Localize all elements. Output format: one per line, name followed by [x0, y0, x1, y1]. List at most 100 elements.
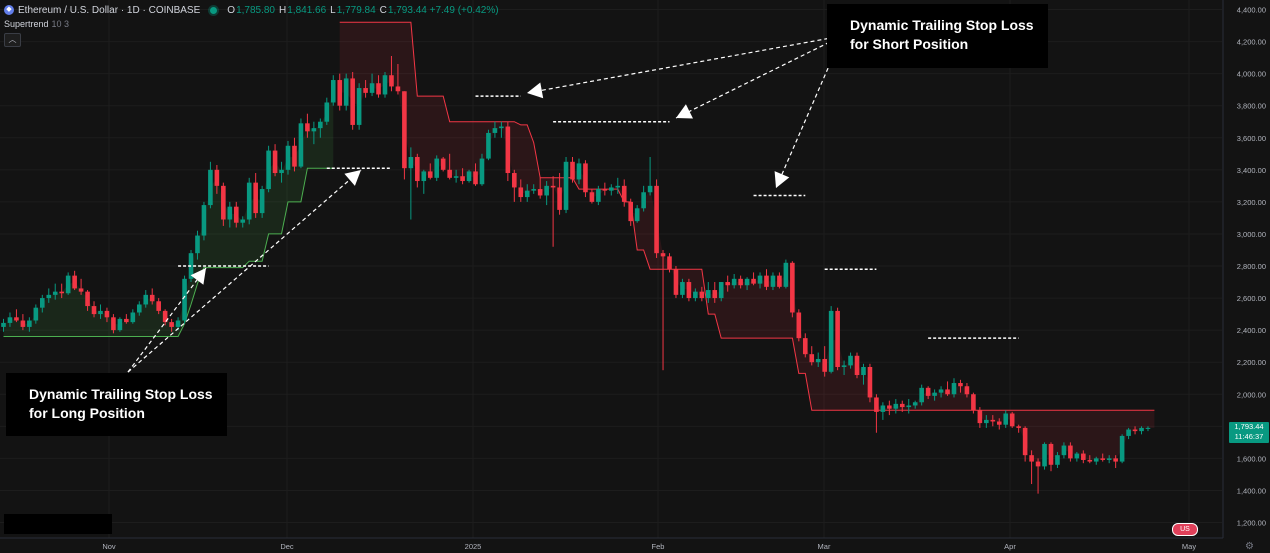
candle-body — [673, 269, 679, 295]
candle-body — [292, 145, 297, 167]
candle-body — [7, 317, 13, 323]
candle-body — [919, 387, 924, 403]
candle-body — [246, 182, 252, 220]
candle-body — [1003, 413, 1009, 425]
candle-body — [453, 176, 459, 178]
candle-body — [162, 310, 168, 323]
candle-body — [298, 123, 304, 167]
short-arrow-2 — [675, 35, 843, 119]
candle-body — [1145, 427, 1151, 429]
candle-body — [505, 126, 511, 174]
candle-body — [777, 275, 782, 287]
supertrend-bands — [3, 21, 1155, 465]
candle-body — [537, 189, 543, 196]
us-flag-icon[interactable]: US — [1172, 523, 1198, 536]
time-tick-label: 2025 — [465, 542, 482, 551]
price-tick-label: 4,000.00 — [1237, 70, 1266, 79]
supertrend-long-line — [3, 167, 334, 337]
candle-body — [253, 182, 258, 214]
price-tick-label: 3,000.00 — [1237, 230, 1266, 239]
candle-body — [1106, 458, 1112, 460]
candle-body — [272, 150, 278, 174]
market-status-icon — [210, 6, 218, 14]
price-tick-label: 2,400.00 — [1237, 326, 1266, 335]
candle-body — [479, 158, 485, 185]
candle-body — [1016, 426, 1021, 428]
candle-body — [233, 206, 239, 223]
candle-body — [861, 366, 866, 376]
candlestick-series — [1, 55, 1151, 494]
gear-icon[interactable]: ⚙ — [1245, 541, 1254, 552]
candle-body — [660, 253, 666, 257]
candle-body — [977, 410, 983, 424]
candle-body — [214, 169, 220, 186]
low-value: 1,779.84 — [336, 4, 376, 16]
candle-body — [460, 176, 465, 182]
short-arrow-1 — [526, 35, 843, 94]
candle-body — [958, 383, 963, 387]
candle-body — [744, 278, 750, 286]
time-tick-label: May — [1182, 542, 1196, 551]
candle-body — [227, 206, 233, 220]
candle-body — [557, 187, 562, 210]
candle-body — [1093, 458, 1099, 462]
candle-body — [783, 262, 789, 287]
candle-body — [98, 310, 103, 315]
candle-body — [46, 294, 52, 299]
candle-body — [318, 121, 323, 129]
candle-body — [473, 171, 478, 185]
short-arrow-1-head — [527, 82, 544, 99]
indicator-params: 10 3 — [51, 19, 70, 29]
time-tick-label: Mar — [818, 542, 831, 551]
candle-body — [790, 262, 795, 313]
short-arrow-2-head — [676, 104, 693, 119]
candle-body — [33, 307, 39, 321]
price-tick-label: 3,400.00 — [1237, 166, 1266, 175]
candle-body — [725, 282, 730, 286]
open-label: O — [227, 4, 236, 16]
callout-short-position: Dynamic Trailing Stop Loss for Short Pos… — [827, 4, 1048, 68]
candle-body — [330, 80, 336, 103]
candle-body — [415, 156, 420, 182]
candle-body — [59, 291, 64, 294]
candle-body — [324, 102, 330, 122]
candle-body — [434, 158, 440, 178]
candle-body — [1087, 459, 1093, 462]
candle-body — [887, 405, 892, 409]
candle-body — [893, 403, 899, 409]
candle-body — [731, 278, 737, 286]
callout-long-position: Dynamic Trailing Stop Loss for Long Posi… — [6, 373, 227, 436]
candle-body — [854, 355, 860, 376]
candle-body — [848, 355, 853, 366]
candle-body — [518, 187, 524, 198]
candle-body — [802, 338, 808, 355]
candle-body — [641, 192, 646, 209]
candle-body — [925, 387, 931, 396]
price-axis[interactable]: 1,200.001,400.001,600.001,800.002,000.00… — [1237, 6, 1266, 528]
candle-body — [356, 88, 362, 125]
indicator-legend[interactable]: Supertrend 10 3 — [4, 19, 69, 29]
candle-body — [91, 306, 97, 315]
candle-body — [408, 156, 414, 169]
time-axis[interactable]: Nov Dec 2025 Feb Mar Apr May — [102, 542, 1196, 551]
candle-body — [486, 132, 491, 159]
candle-body — [796, 312, 802, 339]
candle-body — [1119, 435, 1125, 462]
candle-body — [822, 358, 827, 372]
candle-body — [647, 185, 653, 193]
candle-body — [1048, 443, 1054, 465]
last-price-value: 1,793.44 — [1234, 422, 1264, 431]
candle-body — [201, 205, 207, 236]
long-band-fill — [3, 91, 334, 337]
chevron-up-icon[interactable]: ︿ — [4, 33, 21, 47]
candle-body — [149, 294, 155, 302]
candle-body — [27, 320, 32, 327]
candle-body — [427, 171, 433, 178]
price-tick-label: 3,600.00 — [1237, 134, 1266, 143]
candle-body — [570, 161, 575, 180]
candle-body — [78, 288, 84, 292]
symbol-title[interactable]: Ethereum / U.S. Dollar · 1D · COINBASE — [18, 4, 201, 16]
candle-body — [447, 169, 452, 178]
last-price-tag: 1,793.44 11:46:37 — [1229, 422, 1269, 443]
